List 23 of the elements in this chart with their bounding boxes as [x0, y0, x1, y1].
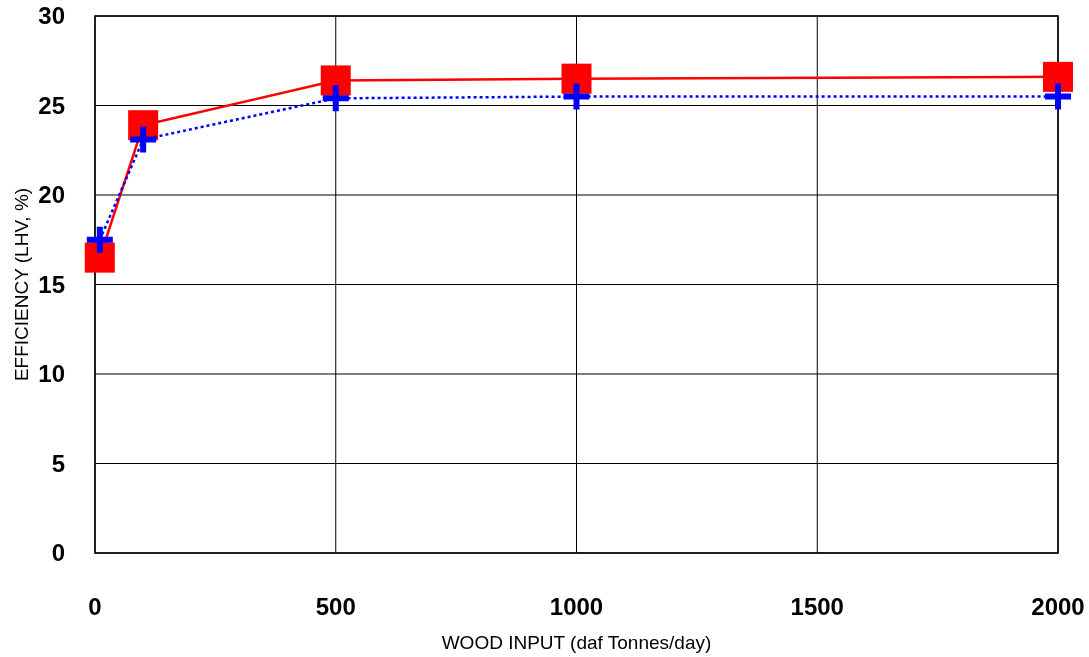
x-tick-label: 1000 — [549, 593, 604, 620]
y-axis-title: EFFICIENCY (LHV, %) — [11, 187, 32, 382]
y-tick-label: 5 — [51, 449, 65, 477]
point — [1043, 61, 1073, 92]
point — [322, 85, 349, 112]
y-tick-label: 25 — [38, 91, 65, 119]
y-tick-label: 20 — [38, 181, 65, 208]
point — [320, 65, 351, 96]
point — [86, 226, 113, 253]
y-tick-label: 0 — [51, 539, 65, 566]
point — [561, 63, 592, 94]
x-tick-label: 2000 — [1031, 593, 1085, 620]
point — [130, 126, 157, 153]
x-axis-title: WOOD INPUT (daf Tonnes/day) — [441, 632, 712, 653]
x-tick-label: 1500 — [790, 593, 844, 620]
point — [84, 242, 115, 273]
point — [1045, 83, 1071, 110]
x-tick-label: 500 — [315, 593, 356, 620]
x-tick-label: 0 — [88, 593, 102, 620]
y-tick-label: 10 — [38, 360, 65, 387]
y-tick-label: 30 — [38, 2, 65, 29]
point — [563, 83, 590, 110]
y-tick-label: 15 — [38, 270, 65, 298]
